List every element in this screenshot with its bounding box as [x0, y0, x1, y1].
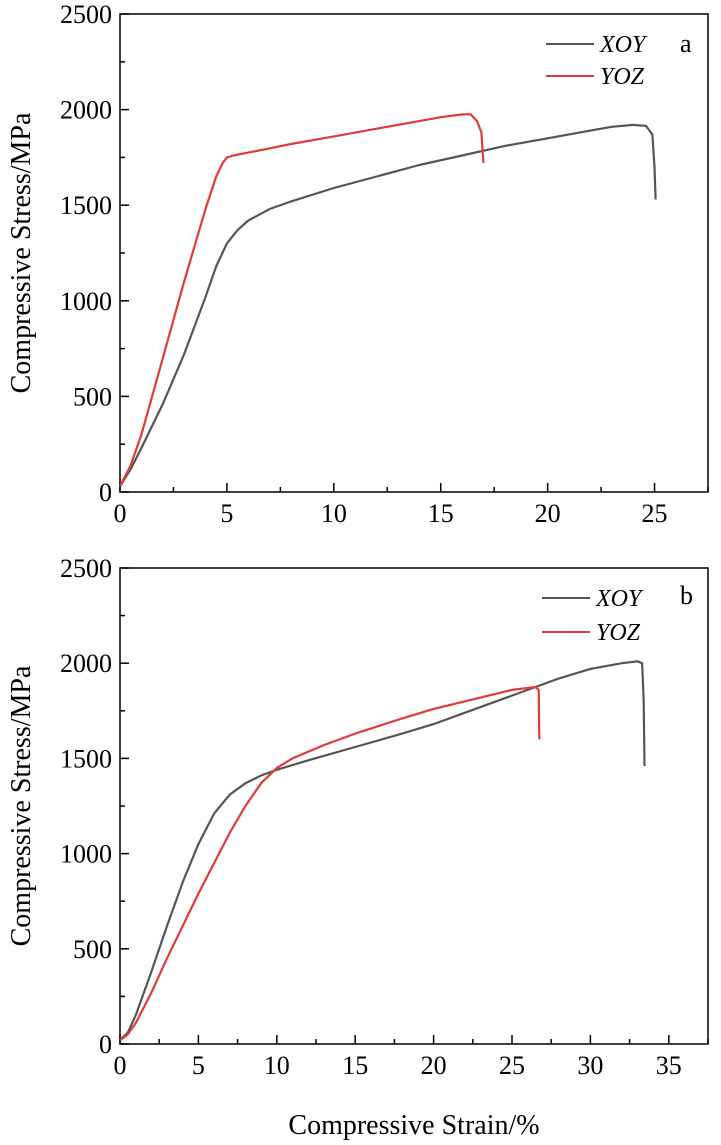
- y-tick-label: 2500: [60, 0, 112, 29]
- series-line-xoy: [119, 123, 657, 487]
- panel-a-legend: XOY YOZ: [546, 32, 648, 90]
- y-tick-label: 500: [73, 935, 112, 964]
- x-tick-label: 15: [428, 499, 454, 528]
- panel-a-ticks: 0 5 10 15 20 25 0 500 1000 1500 2000 2500: [60, 0, 709, 528]
- x-tick-label: 20: [535, 499, 561, 528]
- y-tick-label: 2000: [60, 96, 112, 125]
- x-tick-label: 0: [114, 499, 127, 528]
- x-tick-label: 20: [421, 1051, 447, 1080]
- legend-b-yoz-label: YOZ: [596, 620, 641, 646]
- panel-b-label: b: [680, 581, 693, 610]
- y-tick-label: 2500: [60, 554, 112, 583]
- x-tick-label: 5: [192, 1051, 205, 1080]
- y-tick-label: 500: [73, 382, 112, 411]
- legend-b-xoy-label: XOY: [595, 586, 644, 612]
- panel-b-ticks: 0 5 10 15 20 25 30 35 0 500 1000 1500 2000 2500: [60, 554, 709, 1080]
- x-tick-label: 10: [264, 1051, 290, 1080]
- panel-b-y-axis-title: Compressive Stress/MPa: [6, 665, 37, 946]
- y-tick-label: 1000: [60, 287, 112, 316]
- x-tick-label: 10: [321, 499, 347, 528]
- y-tick-label: 1500: [60, 744, 112, 773]
- y-tick-label: 2000: [60, 649, 112, 678]
- x-tick-label: 0: [114, 1051, 127, 1080]
- series-line-yoz: [119, 113, 485, 487]
- x-tick-label: 35: [656, 1051, 682, 1080]
- y-tick-label: 0: [99, 478, 112, 507]
- panel-b-series: [119, 660, 646, 1042]
- panel-b-chart: 0 5 10 15 20 25 30 35 0 500 1000 1500 2000 2500 XOY Y…: [6, 554, 709, 1141]
- x-tick-label: 30: [577, 1051, 603, 1080]
- legend-a-xoy-label: XOY: [599, 32, 648, 58]
- panel-a-chart: 0 5 10 15 20 25 0 500 1000 1500 2000 2500 XOY YOZ a…: [6, 0, 709, 528]
- x-tick-label: 5: [220, 499, 233, 528]
- panel-b-x-axis-title: Compressive Strain/%: [288, 1110, 539, 1141]
- panel-a-series: [119, 113, 657, 487]
- panel-a-y-axis-title: Compressive Stress/MPa: [6, 112, 37, 393]
- series-line-yoz: [119, 685, 541, 1042]
- series-line-xoy: [119, 660, 646, 1041]
- x-tick-label: 25: [642, 499, 668, 528]
- y-tick-label: 1000: [60, 840, 112, 869]
- panel-a-label: a: [680, 29, 692, 58]
- x-tick-label: 15: [342, 1051, 368, 1080]
- y-tick-label: 1500: [60, 191, 112, 220]
- x-tick-label: 25: [499, 1051, 525, 1080]
- legend-a-yoz-label: YOZ: [600, 64, 645, 90]
- y-tick-label: 0: [99, 1030, 112, 1059]
- panel-b-legend: XOY YOZ: [542, 586, 644, 646]
